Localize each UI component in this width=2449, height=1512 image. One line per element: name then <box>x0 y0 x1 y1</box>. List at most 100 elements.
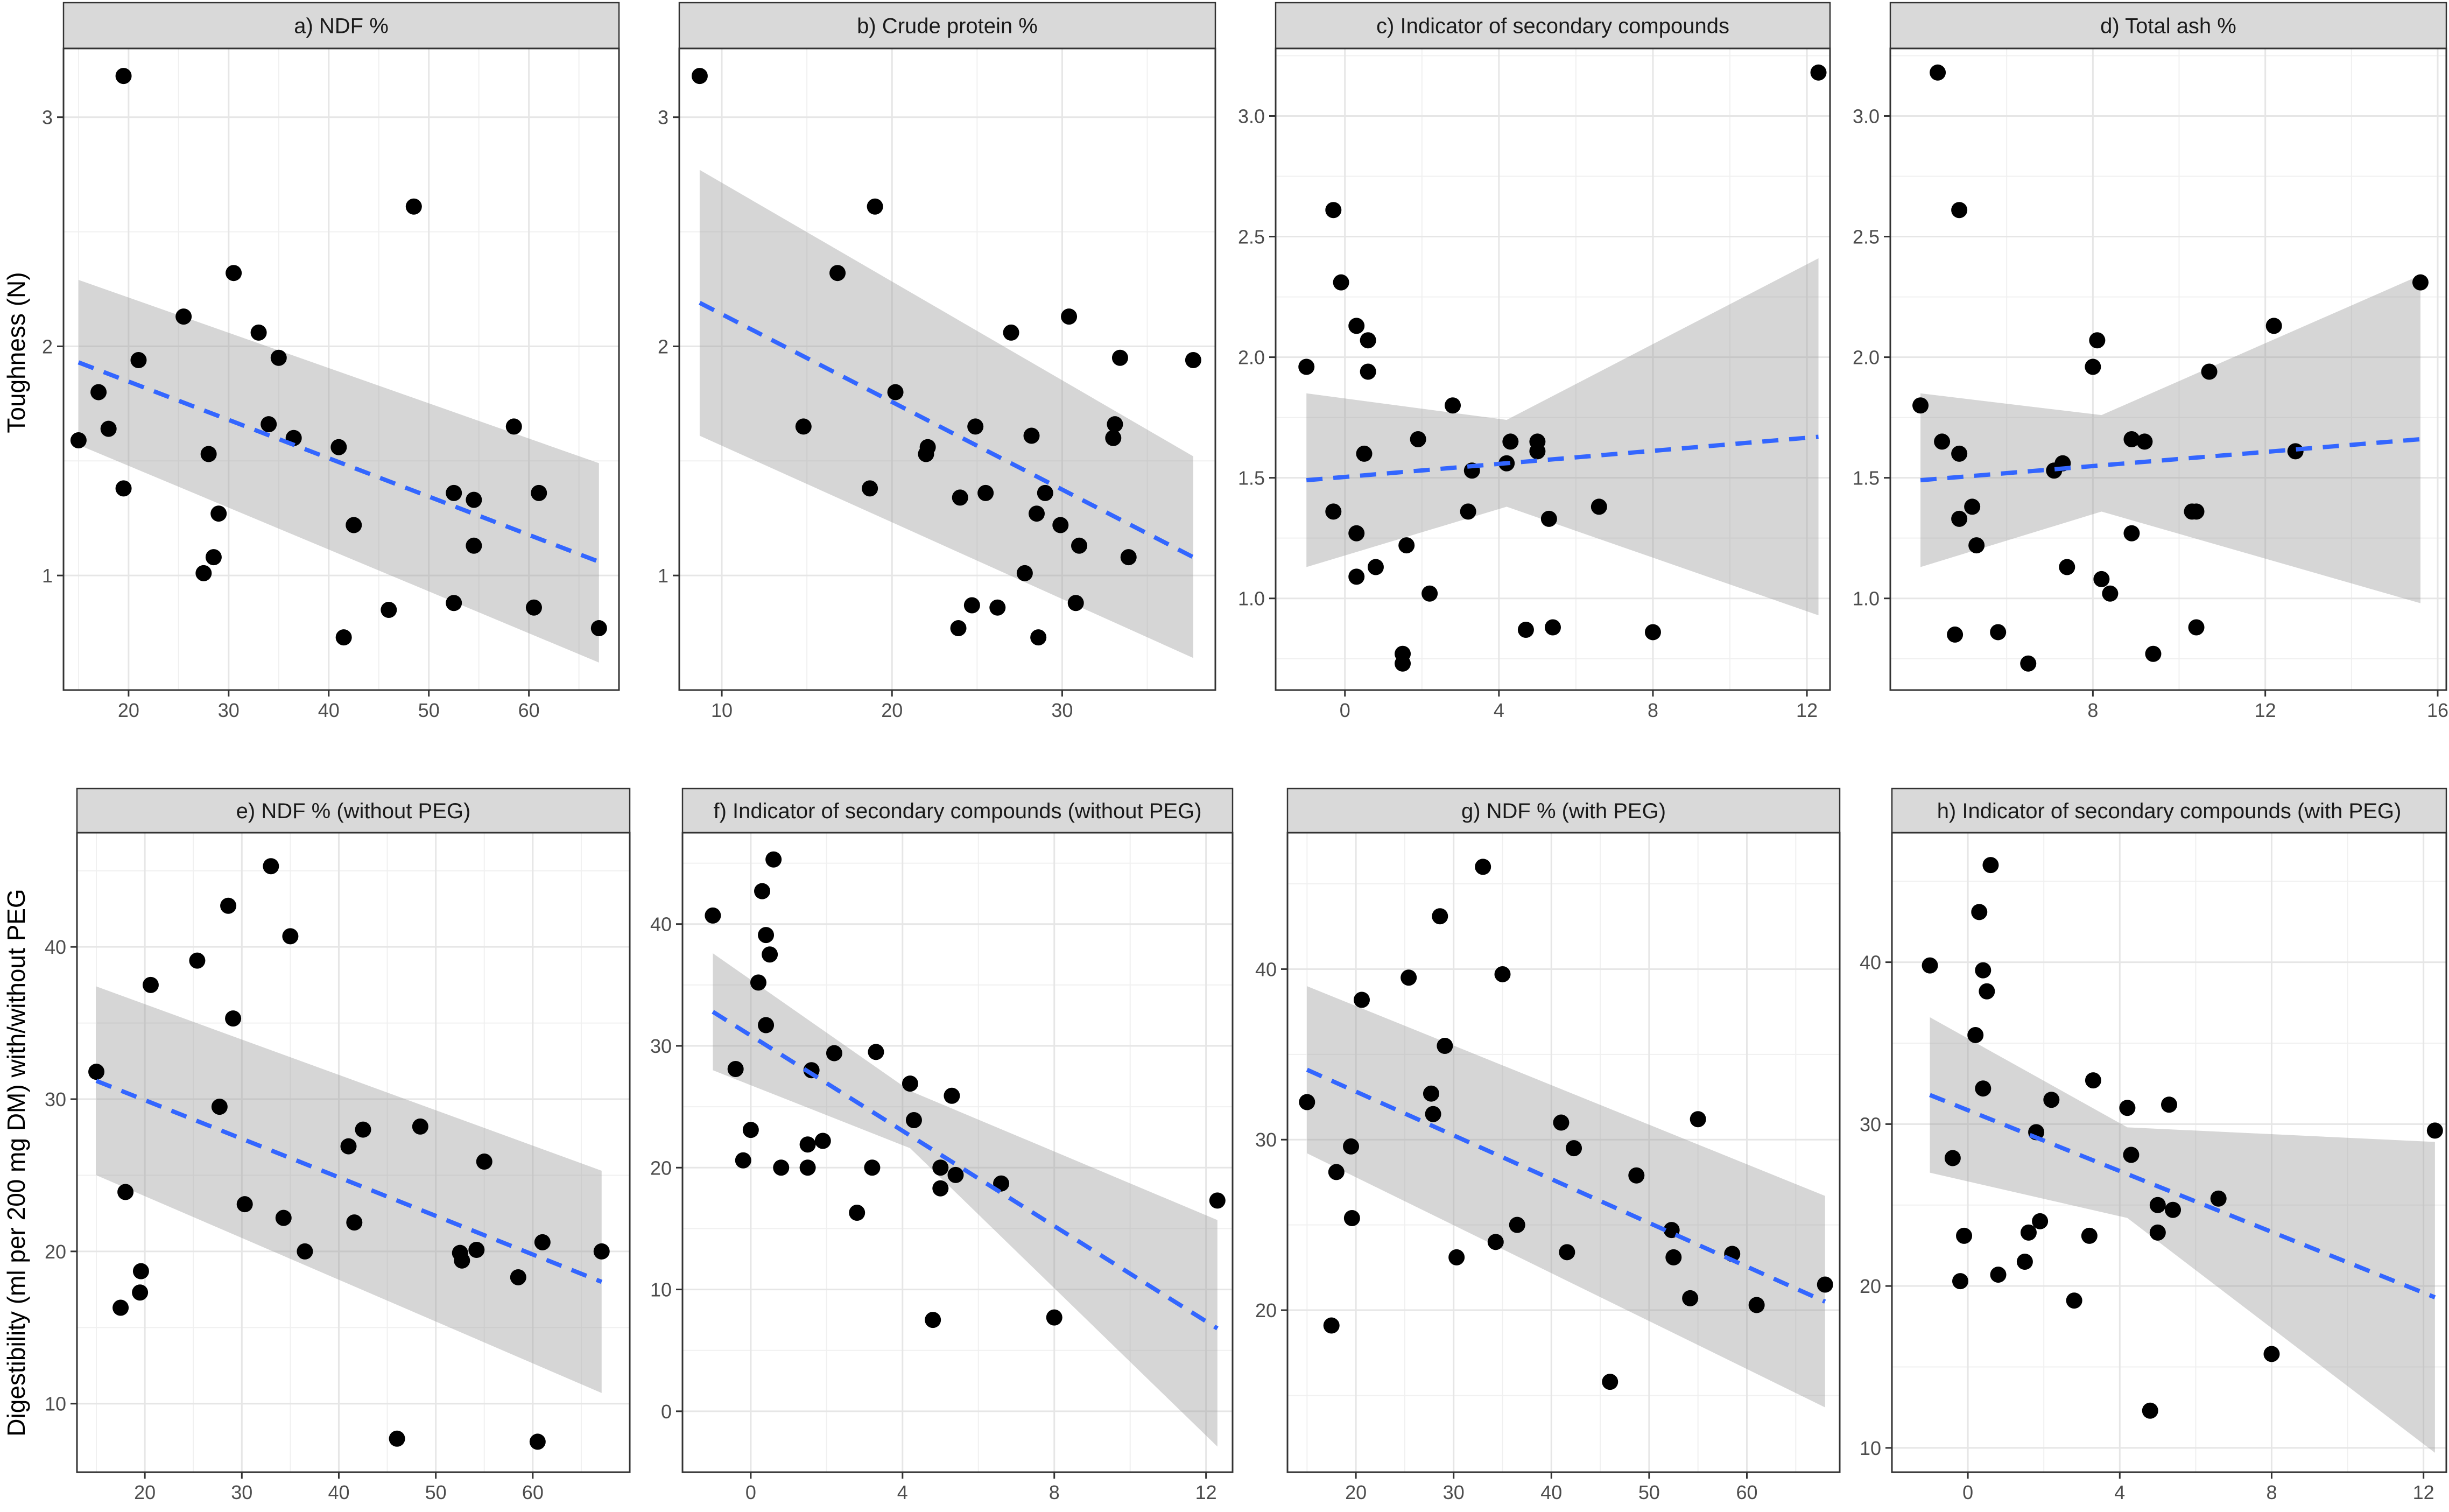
data-point <box>1395 655 1411 672</box>
data-point <box>505 418 522 435</box>
data-point <box>905 1112 922 1129</box>
x-tick-label: 8 <box>2266 1481 2277 1503</box>
y-tick-label: 20 <box>1860 1275 1881 1297</box>
data-point <box>112 1299 129 1316</box>
panel-h: h) Indicator of secondary compounds (wit… <box>1860 787 2447 1503</box>
data-point <box>2149 1197 2166 1213</box>
plot-area-f <box>682 833 1233 1472</box>
data-point <box>1934 433 1951 450</box>
data-point <box>1952 1273 1968 1290</box>
data-point <box>1343 1209 1360 1226</box>
data-point <box>795 418 812 435</box>
data-point <box>412 1118 428 1135</box>
data-point <box>1951 202 1968 219</box>
data-point <box>2136 433 2153 450</box>
x-tick-label: 8 <box>1049 1481 1060 1503</box>
data-point <box>590 620 607 637</box>
data-point <box>1030 629 1047 646</box>
data-point <box>1071 537 1088 554</box>
data-point <box>2081 1227 2098 1244</box>
panel-border-g <box>1286 832 1841 1473</box>
data-point <box>2263 1346 2280 1362</box>
panel-border-b <box>678 47 1216 691</box>
data-point <box>1023 427 1040 444</box>
data-point <box>932 1180 949 1197</box>
data-point <box>902 1075 918 1092</box>
data-point <box>944 1087 960 1104</box>
y-tick-label: 3 <box>42 107 53 129</box>
data-point <box>947 1166 964 1183</box>
confidence-band-h <box>1930 1017 2435 1453</box>
data-point <box>236 1196 253 1213</box>
data-point <box>1964 498 1981 515</box>
data-point <box>1956 1227 1973 1244</box>
data-point <box>1367 559 1384 575</box>
y-tick-label: 20 <box>650 1157 672 1179</box>
data-point <box>211 1099 228 1115</box>
y-tick-label: 1.0 <box>1238 588 1265 610</box>
panel-title-c: c) Indicator of secondary compounds <box>1376 15 1729 38</box>
data-point <box>1111 349 1128 366</box>
regression-line-h <box>1929 1093 2436 1299</box>
data-point <box>1968 537 1985 554</box>
y-tick-label: 2 <box>42 335 53 357</box>
data-point <box>132 1284 149 1301</box>
data-point <box>849 1205 865 1221</box>
data-point <box>100 420 117 437</box>
panel-title-a: a) NDF % <box>294 15 389 38</box>
data-point <box>2412 274 2429 291</box>
regression-line-c <box>1306 434 1819 483</box>
y-tick-label: 2.5 <box>1238 226 1265 248</box>
data-point <box>2142 1402 2158 1419</box>
confidence-band-a <box>78 279 599 663</box>
panel-a: a) NDF % 20 30 40 50 60 1 2 3 <box>42 2 620 721</box>
data-point <box>925 1312 941 1328</box>
data-point <box>1354 991 1370 1008</box>
data-point <box>1982 857 1999 874</box>
data-point <box>1922 957 1938 974</box>
data-point <box>117 1184 134 1200</box>
data-point <box>867 198 883 215</box>
data-point <box>2093 571 2110 587</box>
data-point <box>1912 397 1929 414</box>
panel-title-b: b) Crude protein % <box>857 15 1038 38</box>
y-tick-label: 30 <box>650 1035 672 1057</box>
data-point <box>1559 1244 1575 1261</box>
data-point <box>2149 1224 2166 1241</box>
x-tick-label: 20 <box>881 699 903 721</box>
data-point <box>1951 445 1968 462</box>
x-tick-label: 0 <box>1340 699 1350 721</box>
y-tick-label: 2.0 <box>1853 347 1880 369</box>
data-point <box>70 432 87 448</box>
data-point <box>1343 1138 1360 1155</box>
data-point <box>466 537 482 554</box>
regression-line-f <box>712 1010 1219 1331</box>
data-point <box>270 349 287 366</box>
panel-title-f: f) Indicator of secondary compounds (wit… <box>713 799 1201 823</box>
data-point <box>346 517 362 533</box>
data-point <box>1930 64 1946 81</box>
plot-area-d <box>1890 48 2446 690</box>
data-point <box>346 1214 363 1231</box>
panel-title-d: d) Total ash % <box>2100 15 2236 38</box>
data-point <box>1037 484 1053 501</box>
data-point <box>250 324 267 341</box>
y-tick-label: 20 <box>1255 1299 1277 1321</box>
data-point <box>220 897 237 914</box>
data-point <box>529 1433 546 1450</box>
regression-line-g <box>1306 1067 1826 1304</box>
data-point <box>735 1152 751 1169</box>
data-point <box>826 1045 842 1061</box>
y-tick-label: 10 <box>1860 1437 1881 1459</box>
data-point <box>1682 1290 1699 1306</box>
data-point <box>1487 1234 1504 1250</box>
data-point <box>758 1017 775 1033</box>
data-point <box>2201 363 2218 380</box>
data-point <box>705 907 721 924</box>
panel-e: e) NDF % (without PEG) 20 30 40 50 60 10 20 30 40 <box>45 787 631 1503</box>
data-point <box>2020 1224 2037 1241</box>
data-point <box>2165 1201 2181 1218</box>
data-point <box>1421 585 1438 602</box>
data-point <box>1107 416 1123 433</box>
data-point <box>758 927 775 944</box>
